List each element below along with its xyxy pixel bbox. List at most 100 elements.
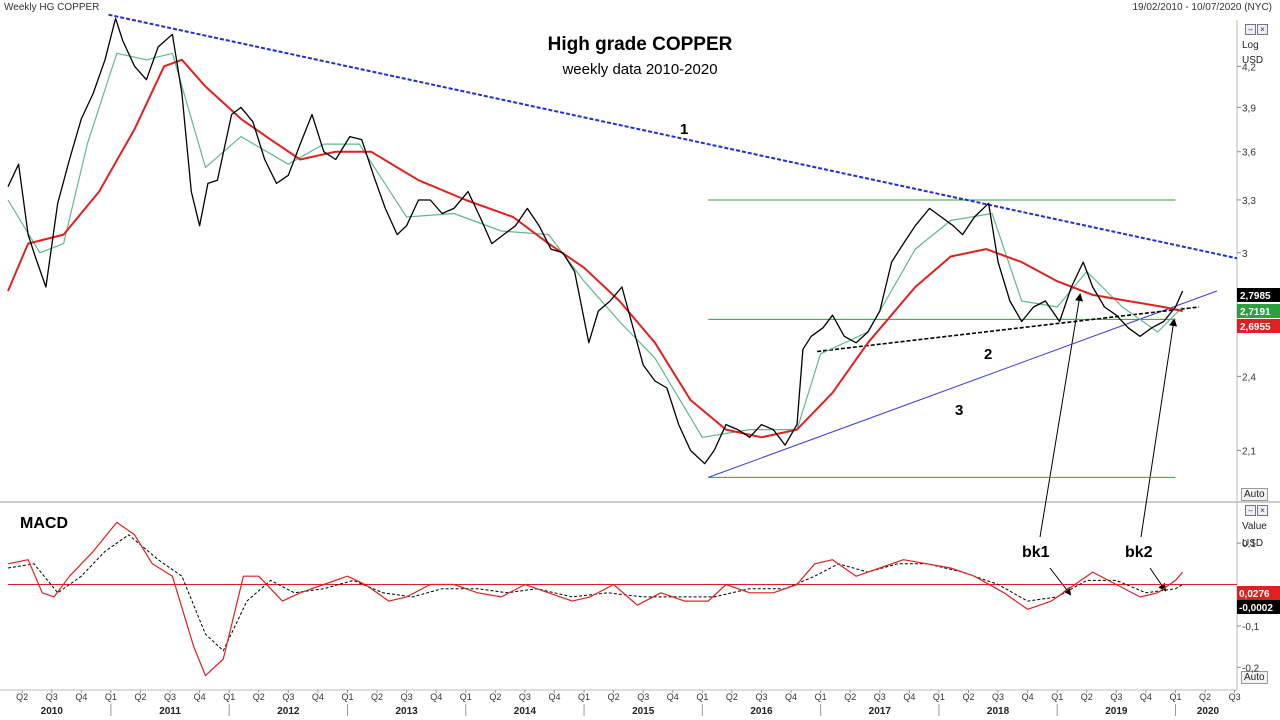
x-quarter-label: Q4 xyxy=(312,692,324,702)
price-value-badge xyxy=(1237,288,1280,302)
x-quarter-label: Q2 xyxy=(1081,692,1093,702)
chart-marks: 2,1 2,4 3 3,3 3,6 3,9 4,2 0,1 -0,1 -0,2 Q2 Q3 Q4 Q1 Q2… xyxy=(7,13,1280,717)
x-quarter-label: Q4 xyxy=(903,692,915,702)
x-quarter-label: Q4 xyxy=(1140,692,1152,702)
annotation-2: 2 xyxy=(984,346,992,363)
x-year-label: 2014 xyxy=(514,706,537,717)
x-year-label: 2010 xyxy=(41,706,64,717)
x-quarter-label: Q1 xyxy=(696,692,708,702)
macd-line xyxy=(7,521,1184,677)
price-value-badge-label: 2,7985 xyxy=(1240,291,1271,302)
macd-close-icon[interactable]: × xyxy=(1257,505,1268,516)
x-quarter-label: Q2 xyxy=(134,692,146,702)
macd-value-badge-label: -0,0002 xyxy=(1239,603,1273,614)
price-line xyxy=(7,17,1184,465)
price-y-tick-label: 2,1 xyxy=(1242,446,1256,457)
macd-value-badge xyxy=(1237,586,1280,600)
price-y-tick-label: 3 xyxy=(1242,249,1248,260)
x-quarter-label: Q4 xyxy=(667,692,679,702)
x-year-label: 2013 xyxy=(396,706,419,717)
bk2-arrow-up xyxy=(1140,318,1178,538)
x-quarter-label: Q3 xyxy=(637,692,649,702)
x-quarter-label: Q1 xyxy=(1169,692,1181,702)
x-quarter-label: Q1 xyxy=(815,692,827,702)
x-quarter-label: Q3 xyxy=(401,692,413,702)
price-value-badge-label: 2,6955 xyxy=(1240,322,1271,333)
bk1-arrow-up xyxy=(1039,293,1083,538)
chart-title: High grade COPPER xyxy=(548,34,733,55)
x-quarter-label: Q3 xyxy=(46,692,58,702)
x-quarter-label: Q3 xyxy=(164,692,176,702)
x-quarter-label: Q1 xyxy=(933,692,945,702)
annotation-bk2: bk2 xyxy=(1125,544,1153,561)
chart-subtitle: weekly data 2010-2020 xyxy=(561,61,717,78)
macd-signal-line xyxy=(7,534,1183,652)
x-quarter-label: Q4 xyxy=(548,692,560,702)
macd-auto-button[interactable]: Auto xyxy=(1241,671,1268,684)
x-quarter-label: Q2 xyxy=(16,692,28,702)
x-quarter-label: Q4 xyxy=(1022,692,1034,702)
x-year-label: 2011 xyxy=(159,706,181,717)
x-quarter-label: Q3 xyxy=(755,692,767,702)
price-value-badge-label: 2,7191 xyxy=(1240,307,1271,318)
instrument-title: Weekly HG COPPER xyxy=(4,2,100,13)
price-axis-unit-2: USD xyxy=(1242,55,1263,66)
price-y-tick-label: 3,9 xyxy=(1242,103,1256,114)
annotation-bk1: bk1 xyxy=(1022,544,1050,561)
x-quarter-label: Q4 xyxy=(75,692,87,702)
x-quarter-label: Q1 xyxy=(223,692,235,702)
panel-close-icon[interactable]: × xyxy=(1257,24,1268,35)
x-quarter-label: Q1 xyxy=(105,692,117,702)
x-quarter-label: Q4 xyxy=(194,692,206,702)
trendline-2 xyxy=(817,306,1200,353)
ma-slow-line xyxy=(7,58,1183,439)
x-quarter-label: Q2 xyxy=(844,692,856,702)
x-quarter-label: Q2 xyxy=(253,692,265,702)
bk2-arrow-down xyxy=(1149,567,1167,592)
price-y-tick-label: 3,3 xyxy=(1242,196,1256,207)
trendline-1 xyxy=(108,13,1238,260)
x-year-label: 2015 xyxy=(632,706,655,717)
macd-value-badge-label: 0,0276 xyxy=(1239,589,1270,600)
x-quarter-label: Q3 xyxy=(282,692,294,702)
price-value-badge xyxy=(1237,319,1280,333)
macd-y-tick-label: -0,2 xyxy=(1242,663,1260,674)
macd-minimize-icon[interactable]: – xyxy=(1245,505,1256,516)
macd-y-tick-label: -0,1 xyxy=(1242,622,1260,633)
x-quarter-label: Q3 xyxy=(874,692,886,702)
annotation-1: 1 xyxy=(680,121,688,138)
macd-y-tick-label: 0,1 xyxy=(1242,539,1256,550)
x-year-label: 2016 xyxy=(750,706,773,717)
macd-axis-unit-1: Value xyxy=(1242,521,1267,532)
panel-minimize-icon[interactable]: – xyxy=(1245,24,1256,35)
price-y-tick-label: 3,6 xyxy=(1242,148,1256,159)
x-year-label: 2019 xyxy=(1105,706,1128,717)
price-axis-unit-1: Log xyxy=(1242,40,1259,51)
x-quarter-label: Q3 xyxy=(519,692,531,702)
x-quarter-label: Q2 xyxy=(726,692,738,702)
price-value-badge xyxy=(1237,304,1280,318)
annotation-3: 3 xyxy=(955,402,963,419)
x-quarter-label: Q3 xyxy=(1229,692,1241,702)
x-quarter-label: Q2 xyxy=(608,692,620,702)
x-year-label: 2017 xyxy=(869,706,892,717)
ma-fast-line xyxy=(7,52,1184,438)
x-quarter-label: Q1 xyxy=(578,692,590,702)
x-quarter-label: Q4 xyxy=(430,692,442,702)
x-quarter-label: Q2 xyxy=(1199,692,1211,702)
x-quarter-label: Q1 xyxy=(341,692,353,702)
x-year-label: 2012 xyxy=(277,706,300,717)
x-quarter-label: Q3 xyxy=(992,692,1004,702)
macd-axis-unit-2: USD xyxy=(1242,538,1263,549)
x-quarter-label: Q1 xyxy=(460,692,472,702)
trendline-3 xyxy=(708,290,1218,478)
x-quarter-label: Q2 xyxy=(489,692,501,702)
macd-title: MACD xyxy=(20,515,68,532)
x-quarter-label: Q4 xyxy=(785,692,797,702)
x-quarter-label: Q2 xyxy=(371,692,383,702)
x-quarter-label: Q3 xyxy=(1110,692,1122,702)
price-auto-button[interactable]: Auto xyxy=(1241,488,1268,501)
x-year-label: 2020 xyxy=(1197,706,1220,717)
price-y-tick-label: 4,2 xyxy=(1242,62,1256,73)
